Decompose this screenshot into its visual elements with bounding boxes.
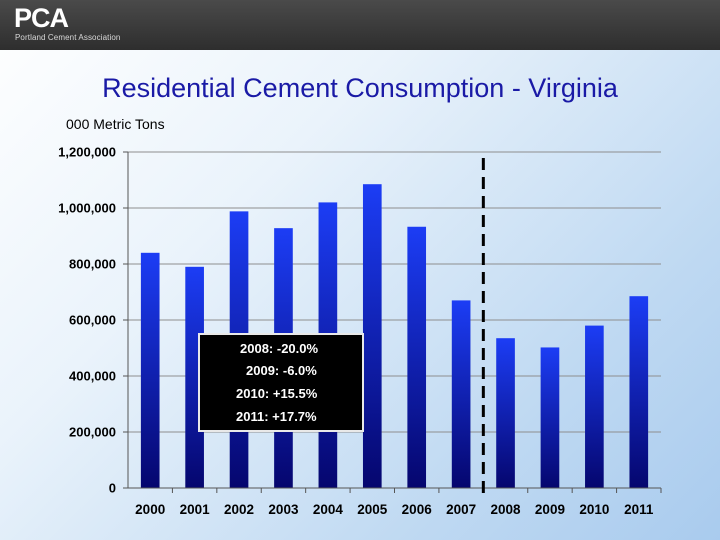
bar-2011 [629, 296, 649, 488]
pca-logo: PCA [14, 3, 69, 33]
x-tick-label-2006: 2006 [402, 502, 433, 517]
annotation-2009: 2009: -6.0% [246, 363, 317, 378]
bar-2000 [140, 252, 160, 488]
y-tick-label: 0 [109, 481, 116, 496]
bar-2006 [407, 226, 427, 488]
x-tick-label-2000: 2000 [135, 502, 165, 517]
x-tick-label-2002: 2002 [224, 502, 254, 517]
x-tick-label-2011: 2011 [624, 502, 654, 517]
y-tick-label: 1,200,000 [58, 145, 116, 160]
bar-2008 [496, 338, 515, 488]
x-tick-label-2008: 2008 [491, 502, 522, 517]
logo-subtitle: Portland Cement Association [15, 33, 121, 42]
bar-2009 [540, 347, 560, 488]
x-tick-label-2009: 2009 [535, 502, 565, 517]
percent-change-callout: 2008: -20.0% 2009: -6.0% 2010: +15.5% 20… [198, 333, 364, 432]
header-bar: PCA Portland Cement Association [0, 0, 720, 50]
chart-title: Residential Cement Consumption - Virgini… [102, 73, 618, 103]
bar-2001 [185, 266, 204, 488]
bar-2005 [362, 184, 382, 488]
y-tick-label: 200,000 [69, 425, 116, 440]
annotation-2008: 2008: -20.0% [240, 341, 319, 356]
x-tick-label-2007: 2007 [446, 502, 476, 517]
y-tick-label: 1,000,000 [58, 201, 116, 216]
bar-2007 [451, 300, 471, 488]
x-tick-label-2003: 2003 [268, 502, 299, 517]
x-tick-label-2005: 2005 [357, 502, 388, 517]
annotation-2010: 2010: +15.5% [236, 386, 318, 401]
bar-2010 [585, 325, 604, 488]
y-tick-label: 600,000 [69, 313, 116, 328]
y-tick-label: 800,000 [69, 257, 116, 272]
x-tick-label-2010: 2010 [579, 502, 609, 517]
x-tick-label-2004: 2004 [313, 502, 344, 517]
annotation-2011: 2011: +17.7% [236, 409, 317, 424]
y-axis-unit-label: 000 Metric Tons [66, 116, 165, 132]
y-tick-label: 400,000 [69, 369, 116, 384]
x-tick-label-2001: 2001 [180, 502, 211, 517]
